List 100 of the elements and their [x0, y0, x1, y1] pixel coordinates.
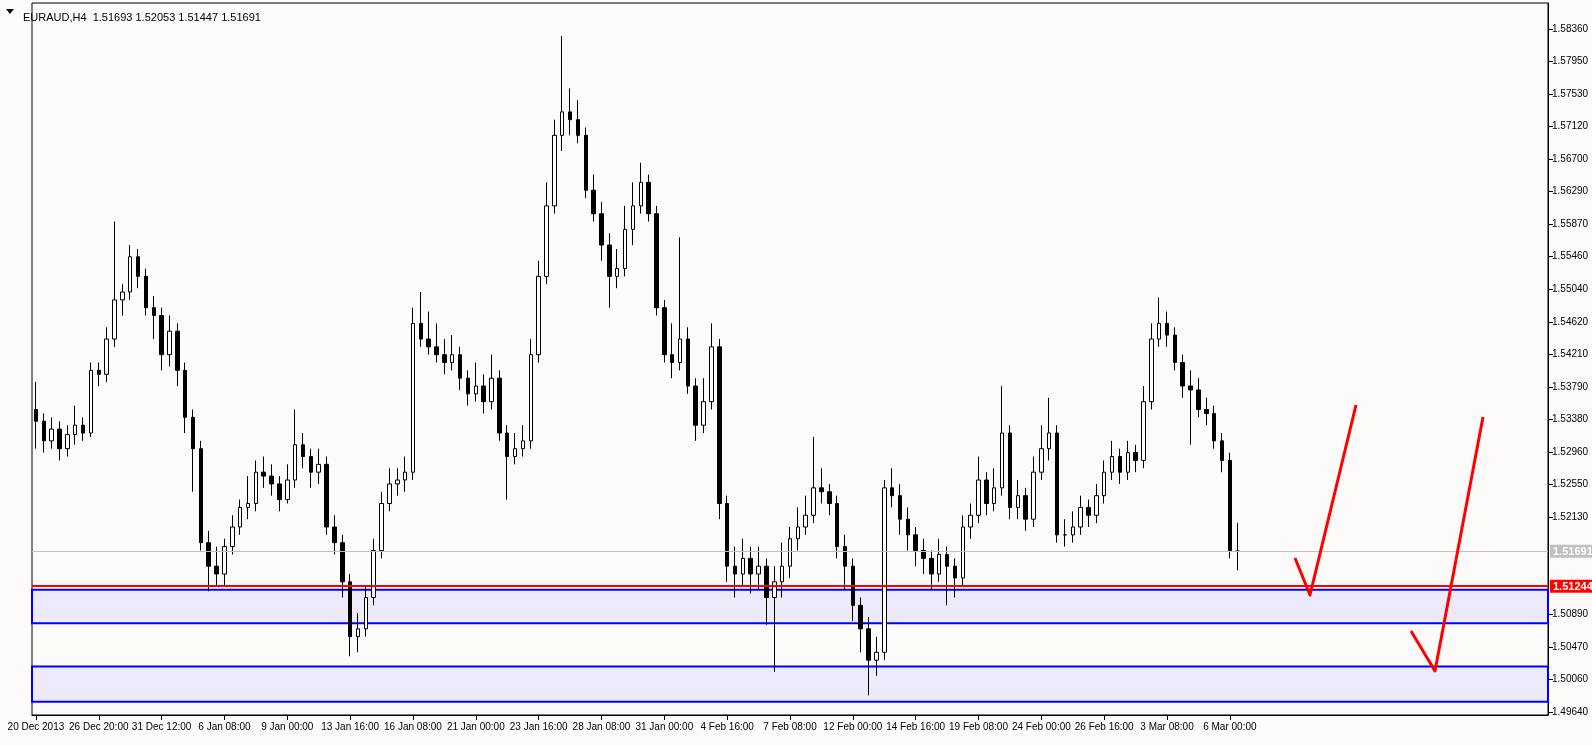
candlestick: [316, 448, 321, 485]
candlestick: [458, 346, 462, 391]
candlestick: [929, 550, 934, 591]
candlestick: [513, 432, 517, 465]
x-tick-label: 9 Jan 00:00: [261, 720, 314, 732]
candlestick: [615, 248, 619, 289]
candlestick: [858, 597, 863, 653]
candlestick: [1235, 522, 1240, 571]
x-tick-label: 7 Feb 08:00: [763, 720, 818, 732]
x-tick-label: 4 Feb 16:00: [700, 720, 755, 732]
candlestick: [57, 420, 62, 461]
x-tick-label: 21 Jan 00:00: [446, 720, 506, 732]
candlestick: [733, 546, 737, 599]
candlestick: [748, 546, 753, 595]
candlestick: [466, 369, 470, 407]
candlestick: [183, 362, 187, 434]
y-tick-label: 1.50470: [1552, 641, 1589, 653]
candlestick: [890, 467, 894, 508]
candlestick: [159, 307, 164, 371]
candlestick: [324, 456, 329, 536]
candlestick: [1039, 424, 1044, 481]
candlestick: [1016, 479, 1020, 520]
candlestick: [450, 334, 454, 371]
candlestick: [1173, 326, 1177, 371]
x-tick-label: 6 Jan 08:00: [198, 720, 252, 732]
candlestick: [104, 326, 109, 383]
y-tick-label: 1.49640: [1552, 706, 1589, 718]
candlestick: [340, 534, 345, 599]
x-tick-label: 6 Mar 00:00: [1203, 720, 1257, 732]
candlestick: [560, 35, 564, 152]
candlestick: [128, 244, 132, 301]
candlestick: [419, 291, 423, 348]
candlestick: [521, 424, 525, 458]
candlestick: [1071, 510, 1075, 544]
candlestick: [811, 436, 816, 524]
candlestick: [709, 322, 714, 411]
candlestick: [693, 377, 698, 442]
candlestick: [481, 373, 486, 414]
candlestick: [623, 205, 627, 277]
candlestick: [639, 162, 643, 215]
candlestick: [1031, 456, 1036, 528]
y-tick-label: 1.52960: [1552, 446, 1589, 458]
candlestick: [1000, 385, 1004, 497]
candlestick: [1149, 322, 1154, 411]
candlestick: [222, 538, 227, 588]
candlestick: [505, 424, 509, 501]
candlestick: [277, 475, 282, 512]
candlestick: [1180, 354, 1185, 399]
candlestick: [167, 315, 172, 367]
y-tick-label: 1.53380: [1552, 413, 1589, 425]
candlestick: [34, 381, 38, 450]
candlestick: [1078, 495, 1083, 536]
candlestick: [678, 236, 682, 371]
candlestick: [434, 322, 439, 364]
candlestick: [152, 295, 156, 340]
candlestick: [725, 495, 729, 583]
candlestick: [764, 557, 769, 626]
candlestick: [1204, 397, 1209, 426]
y-tick-label: 1.52130: [1552, 511, 1589, 523]
candlestick: [301, 432, 305, 469]
candlestick: [1188, 369, 1193, 446]
candlestick: [269, 463, 274, 497]
candlestick: [73, 405, 77, 446]
x-tick-label: 14 Feb 16:00: [886, 720, 946, 732]
y-tick-label: 1.55040: [1552, 283, 1589, 295]
candlestick: [866, 616, 871, 696]
candlestick: [568, 87, 572, 136]
candlestick: [843, 534, 847, 591]
candlestick: [112, 221, 117, 348]
candlestick: [827, 483, 832, 516]
candlestick: [552, 119, 557, 215]
candlestick: [426, 311, 431, 356]
candlestick: [1133, 444, 1138, 473]
candlestick: [788, 526, 792, 579]
candlestick: [442, 338, 447, 375]
candlestick: [261, 456, 266, 489]
ref-line-label: 1.51691: [1553, 545, 1592, 558]
y-tick-label: 1.55870: [1552, 218, 1589, 230]
candlestick: [835, 495, 839, 559]
candlestick: [1023, 487, 1028, 532]
candlestick: [576, 99, 580, 144]
candlestick: [474, 362, 478, 403]
x-tick-label: 31 Dec 12:00: [131, 720, 192, 732]
y-tick-label: 1.57120: [1552, 120, 1589, 132]
candlestick: [670, 322, 674, 379]
candlestick: [387, 467, 392, 512]
candlestick: [97, 362, 101, 387]
y-tick-label: 1.54210: [1552, 348, 1589, 360]
candlestick: [356, 612, 360, 653]
candlestick: [1008, 424, 1012, 520]
candlestick: [65, 424, 70, 458]
candlestick: [1055, 424, 1059, 544]
candlestick: [646, 174, 651, 223]
y-tick-label: 1.55460: [1552, 250, 1589, 262]
candlestick: [945, 546, 949, 606]
candlestick: [238, 499, 242, 536]
candlestick: [371, 538, 376, 606]
y-tick-label: 1.57530: [1552, 88, 1589, 100]
candlestick: [937, 538, 941, 583]
candlestick: [1094, 483, 1099, 524]
